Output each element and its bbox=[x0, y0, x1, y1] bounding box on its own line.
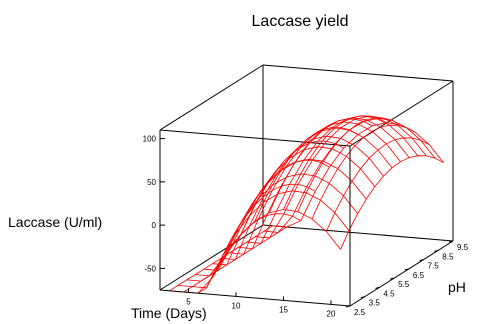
x-axis-ticks: 5 10 15 20 bbox=[186, 288, 336, 318]
x-tick-label-2: 15 bbox=[279, 305, 288, 314]
mesh-line-time-8 bbox=[283, 115, 387, 210]
mesh-line-time-4 bbox=[226, 159, 330, 254]
y-tick-label-7: 9.5 bbox=[457, 243, 469, 252]
x-tick-label-0: 5 bbox=[186, 297, 191, 306]
y-tick-mark-0 bbox=[345, 305, 351, 308]
mesh-line-time-1 bbox=[183, 226, 288, 293]
mesh-line-time-7 bbox=[268, 118, 373, 213]
mesh-line-time-9 bbox=[297, 117, 401, 212]
box-edge-back-4 bbox=[159, 64, 264, 131]
mesh-line-time-5 bbox=[240, 140, 344, 235]
y-tick-label-4: 6.5 bbox=[413, 271, 425, 280]
y-tick-mark-1 bbox=[360, 296, 365, 299]
chart-title: Laccase yield bbox=[252, 13, 349, 30]
mesh-line-time-10 bbox=[311, 124, 416, 220]
z-tick-label-1: 50 bbox=[147, 178, 156, 187]
mesh-line-ph-5 bbox=[212, 135, 384, 266]
mesh-line-time-3 bbox=[211, 183, 316, 279]
plot-box-front bbox=[159, 81, 454, 307]
box-edge-back-3 bbox=[159, 129, 351, 147]
mesh-line-ph-6 bbox=[220, 127, 393, 260]
mesh-line-time-2 bbox=[197, 213, 302, 294]
y-tick-mark-2 bbox=[375, 286, 380, 289]
x-axis-label: Time (Days) bbox=[131, 305, 207, 321]
y-tick-label-0: 2.5 bbox=[354, 308, 366, 317]
y-tick-label-1: 3.5 bbox=[369, 299, 381, 308]
y-tick-label-5: 7.5 bbox=[428, 262, 440, 271]
y-axis-label: pH bbox=[448, 279, 466, 295]
surface-mesh bbox=[169, 115, 444, 294]
x-tick-label-3: 20 bbox=[327, 309, 336, 318]
box-edge-back-5 bbox=[262, 64, 454, 82]
y-axis-ticks: 2.53.54.55.56.57.58.59.5 bbox=[345, 240, 469, 317]
box-edge-back-1 bbox=[159, 224, 264, 291]
mesh-line-time-11 bbox=[325, 137, 430, 232]
y-tick-mark-7 bbox=[448, 240, 454, 243]
box-edge-front-0 bbox=[159, 289, 351, 307]
mesh-line-time-6 bbox=[254, 126, 359, 222]
box-edge-front-1 bbox=[349, 240, 454, 307]
y-tick-label-6: 8.5 bbox=[442, 252, 454, 261]
mesh-line-time-12 bbox=[340, 155, 444, 250]
x-tick-label-1: 10 bbox=[232, 301, 241, 310]
y-tick-label-3: 5.5 bbox=[398, 280, 410, 289]
box-edge-back-0 bbox=[262, 224, 454, 242]
y-tick-label-2: 4.5 bbox=[383, 289, 395, 298]
y-tick-mark-6 bbox=[434, 249, 439, 252]
z-axis-ticks: 100 50 0 -50 bbox=[143, 135, 165, 273]
mesh-line-ph-10 bbox=[255, 115, 427, 239]
z-tick-label-3: -50 bbox=[144, 264, 156, 273]
mesh-line-ph-9 bbox=[246, 115, 419, 244]
y-tick-mark-4 bbox=[404, 268, 410, 271]
z-tick-label-2: 0 bbox=[152, 221, 157, 230]
plot-box-back bbox=[159, 64, 454, 291]
y-tick-mark-3 bbox=[389, 277, 395, 280]
z-tick-label-0: 100 bbox=[143, 135, 157, 144]
z-axis-label: Laccase (U/ml) bbox=[8, 214, 102, 230]
y-tick-mark-5 bbox=[419, 259, 424, 262]
